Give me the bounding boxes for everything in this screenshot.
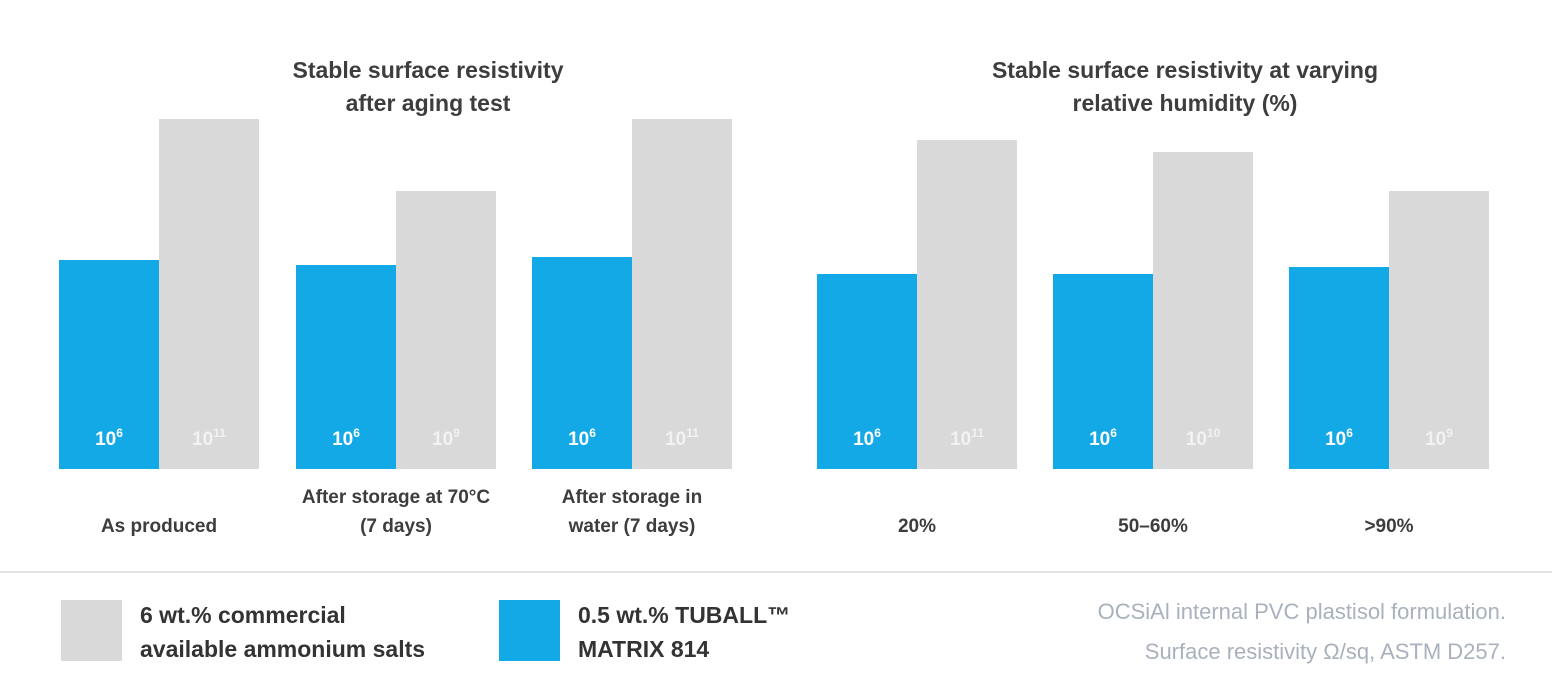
legend-label-blue: 0.5 wt.% TUBALL™ MATRIX 814 xyxy=(578,598,790,666)
method-note-line1: OCSiAl internal PVC plastisol formulatio… xyxy=(1097,599,1506,624)
legend-label-blue-line2: MATRIX 814 xyxy=(578,636,710,662)
bar xyxy=(396,191,496,469)
data-label: 106 xyxy=(1089,426,1117,450)
category-label: water (7 days) xyxy=(568,516,696,537)
category-label: 50–60% xyxy=(1118,516,1188,537)
bar xyxy=(296,265,396,469)
bar xyxy=(1053,274,1153,469)
category-label: As produced xyxy=(101,516,217,537)
data-label: 109 xyxy=(432,426,460,450)
category-label: >90% xyxy=(1364,516,1413,537)
bar xyxy=(917,140,1017,469)
bar xyxy=(159,119,259,469)
bar xyxy=(1289,267,1389,469)
category-label: (7 days) xyxy=(360,516,432,537)
bar xyxy=(59,260,159,469)
legend-label-gray-line2: available ammonium salts xyxy=(140,636,426,662)
chart-title-line: Stable surface resistivity xyxy=(292,57,563,83)
chart-title-line: relative humidity (%) xyxy=(1073,90,1298,116)
legend-label-blue-line1: 0.5 wt.% TUBALL™ xyxy=(578,602,791,628)
data-label: 1011 xyxy=(950,426,984,450)
bar xyxy=(1389,191,1489,469)
bar xyxy=(817,274,917,469)
bar xyxy=(632,119,732,469)
legend-label-gray-line1: 6 wt.% commercial xyxy=(140,602,346,628)
data-label: 109 xyxy=(1425,426,1453,450)
category-label: After storage in xyxy=(562,487,702,508)
chart-title-line: after aging test xyxy=(346,90,511,116)
data-label: 106 xyxy=(332,426,360,450)
data-label: 1011 xyxy=(665,426,699,450)
data-label: 1011 xyxy=(192,426,226,450)
data-label: 106 xyxy=(95,426,123,450)
legend-divider xyxy=(0,571,1552,573)
chart-title: Stable surface resistivity after aging te… xyxy=(292,57,563,116)
category-label: After storage at 70°C xyxy=(302,487,490,508)
data-label: 106 xyxy=(568,426,596,450)
chart-title-line: Stable surface resistivity at varying xyxy=(992,57,1378,83)
method-note-line2: Surface resistivity Ω/sq, ASTM D257. xyxy=(1144,639,1506,664)
chart-title: Stable surface resistivity at varying rel… xyxy=(992,57,1378,116)
data-label: 1010 xyxy=(1186,426,1221,450)
data-label: 106 xyxy=(1325,426,1353,450)
chart-area: Stable surface resistivity after aging te… xyxy=(59,57,1489,537)
legend-swatch-gray xyxy=(61,600,122,661)
method-note: OCSiAl internal PVC plastisol formulatio… xyxy=(1098,592,1506,672)
category-label: 20% xyxy=(898,516,936,537)
legend-label-gray: 6 wt.% commercial available ammonium sal… xyxy=(140,598,425,666)
legend-swatch-blue xyxy=(499,600,560,661)
data-label: 106 xyxy=(853,426,881,450)
bar xyxy=(1153,152,1253,469)
bar xyxy=(532,257,632,469)
